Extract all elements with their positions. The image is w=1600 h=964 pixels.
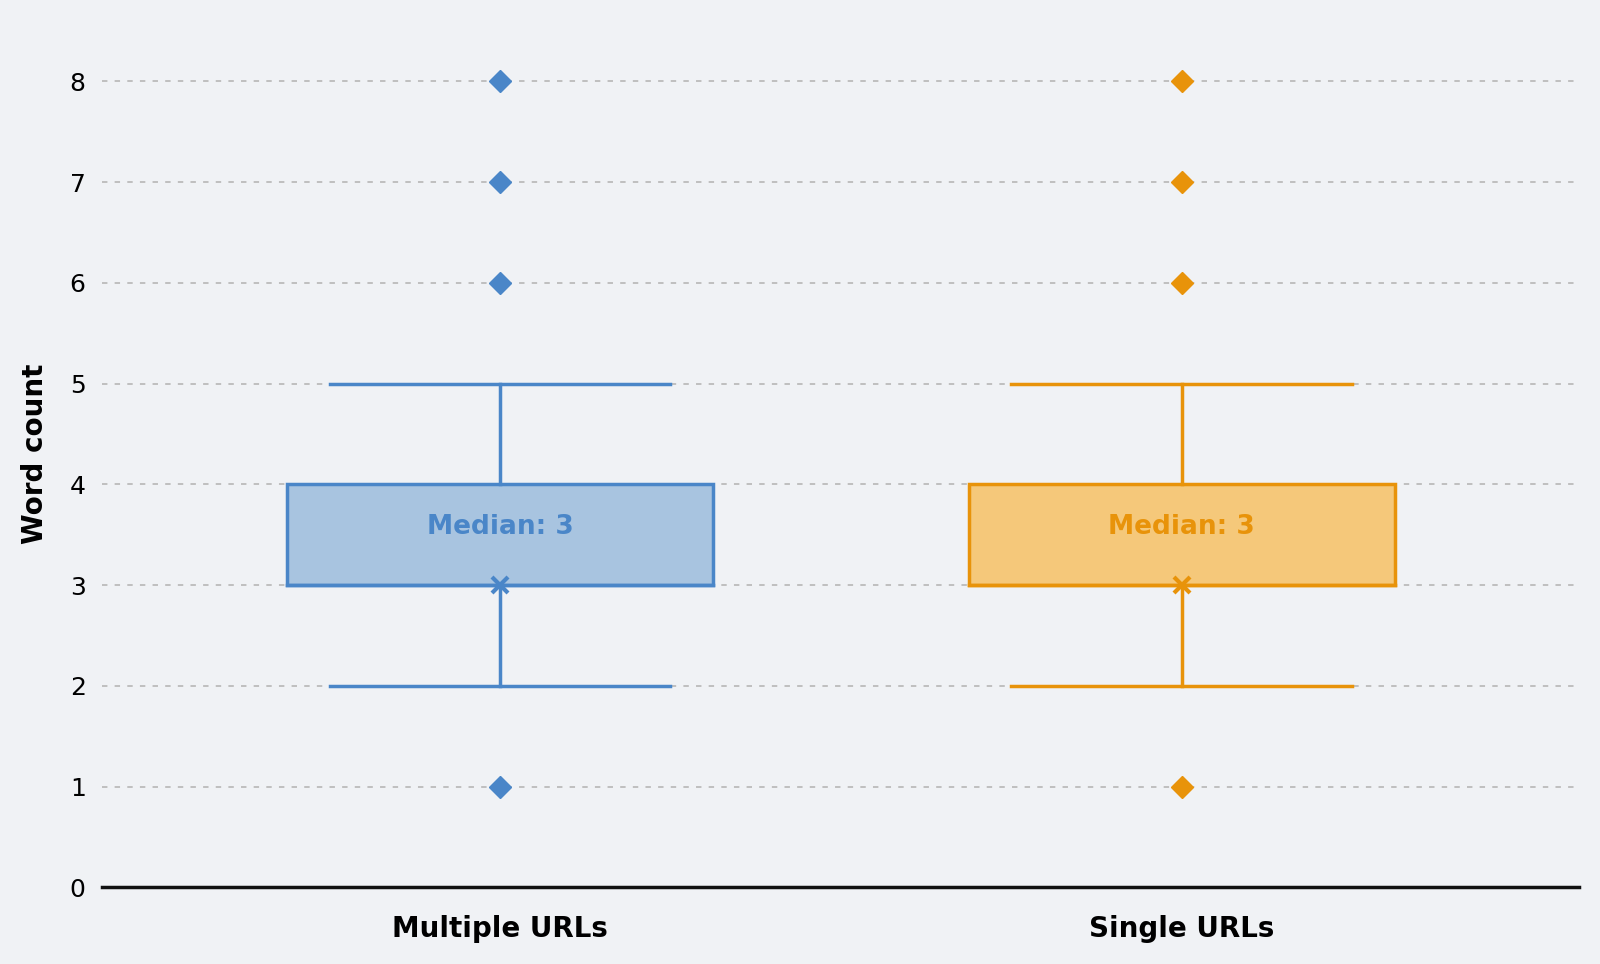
- Text: Median: 3: Median: 3: [1109, 514, 1254, 540]
- Bar: [968, 484, 1395, 585]
- Y-axis label: Word count: Word count: [21, 364, 50, 545]
- Text: Median: 3: Median: 3: [427, 514, 573, 540]
- Bar: [286, 484, 714, 585]
